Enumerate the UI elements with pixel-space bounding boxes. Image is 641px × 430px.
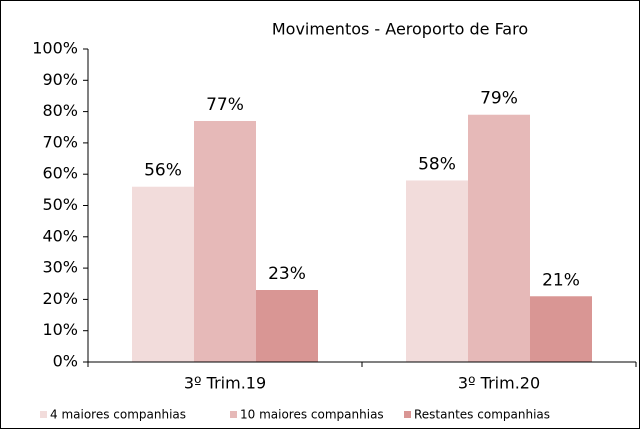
value-label: 56%	[144, 161, 182, 181]
value-label: 77%	[206, 95, 244, 115]
y-tick-label: 30%	[42, 258, 78, 277]
y-tick-label: 40%	[42, 226, 78, 245]
legend-label: Restantes companhias	[414, 408, 550, 422]
y-tick-label: 100%	[32, 39, 78, 58]
y-tick-label: 0%	[53, 352, 78, 371]
bar	[468, 114, 530, 362]
bar	[194, 120, 256, 363]
y-tick-label: 10%	[42, 320, 78, 339]
bar	[406, 180, 468, 362]
x-tick-label: 3º Trim.19	[184, 374, 266, 393]
value-label: 58%	[418, 154, 456, 174]
y-tick-label: 90%	[42, 70, 78, 89]
x-tick-label: 3º Trim.20	[458, 374, 540, 393]
value-label: 23%	[268, 264, 306, 284]
legend-swatch	[230, 411, 237, 418]
bar	[132, 186, 194, 362]
y-tick-label: 20%	[42, 289, 78, 308]
legend-swatch	[404, 411, 411, 418]
y-tick-label: 70%	[42, 132, 78, 151]
y-tick-label: 80%	[42, 101, 78, 120]
bar	[530, 296, 592, 362]
legend-label: 10 maiores companhias	[240, 408, 384, 422]
y-tick-label: 60%	[42, 164, 78, 183]
legend-label: 4 maiores companhias	[50, 408, 186, 422]
value-label: 21%	[542, 270, 580, 290]
legend-swatch	[40, 411, 47, 418]
y-tick-label: 50%	[42, 195, 78, 214]
bar	[256, 290, 318, 362]
chart-title: Movimentos - Aeroporto de Faro	[272, 20, 528, 39]
value-label: 79%	[480, 89, 518, 109]
